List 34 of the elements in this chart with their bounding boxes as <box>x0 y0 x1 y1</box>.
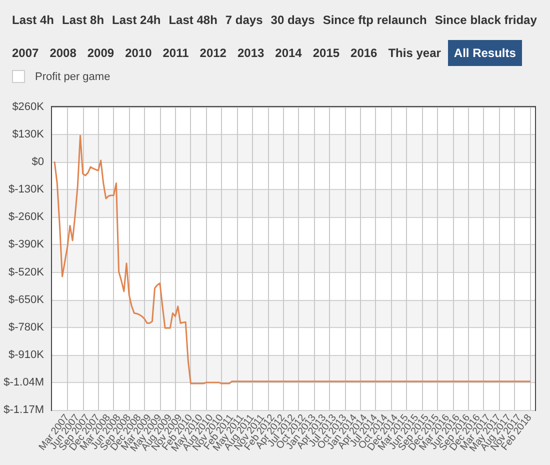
text: Since black friday <box>434 12 538 29</box>
text: 2015 <box>312 45 341 62</box>
y-tick-label: $0 <box>32 156 44 168</box>
y-tick-label: $-260K <box>8 211 45 224</box>
text: Last 8h <box>61 12 106 29</box>
y-tick-label: $-910K <box>8 348 45 361</box>
text: 2016 <box>350 45 378 62</box>
y-tick-label: $-130K <box>8 184 45 196</box>
line-series <box>54 134 531 384</box>
text: Last 24h <box>111 12 162 29</box>
text: 2008 <box>48 45 78 62</box>
text: 2009 <box>86 45 116 62</box>
text: 2007 <box>11 45 40 62</box>
y-tick-label: $-520K <box>8 266 45 278</box>
y-tick-label: $-650K <box>8 294 45 306</box>
text: This year <box>387 45 442 62</box>
y-tick-label: $-390K <box>8 238 45 251</box>
text: 2013 <box>236 45 266 62</box>
y-tick-label: $-1.04M <box>4 376 44 388</box>
text: Since ftp relaunch <box>322 12 428 29</box>
text: 7 days <box>224 12 264 29</box>
text: 2012 <box>198 45 228 62</box>
y-tick-label: $-1.17M <box>4 404 44 416</box>
text: 2011 <box>162 45 190 62</box>
text: 2014 <box>274 45 303 62</box>
text: Last 48h <box>168 12 218 29</box>
text: Profit per game <box>35 70 110 82</box>
y-tick-label: $130K <box>12 128 45 141</box>
text: 30 days <box>270 12 316 29</box>
y-tick-label: $260K <box>12 101 45 113</box>
text: All Results <box>448 40 522 66</box>
text: Last 4h <box>11 12 56 29</box>
text: 2010 <box>124 45 153 62</box>
y-tick-label: $-780K <box>8 321 45 334</box>
